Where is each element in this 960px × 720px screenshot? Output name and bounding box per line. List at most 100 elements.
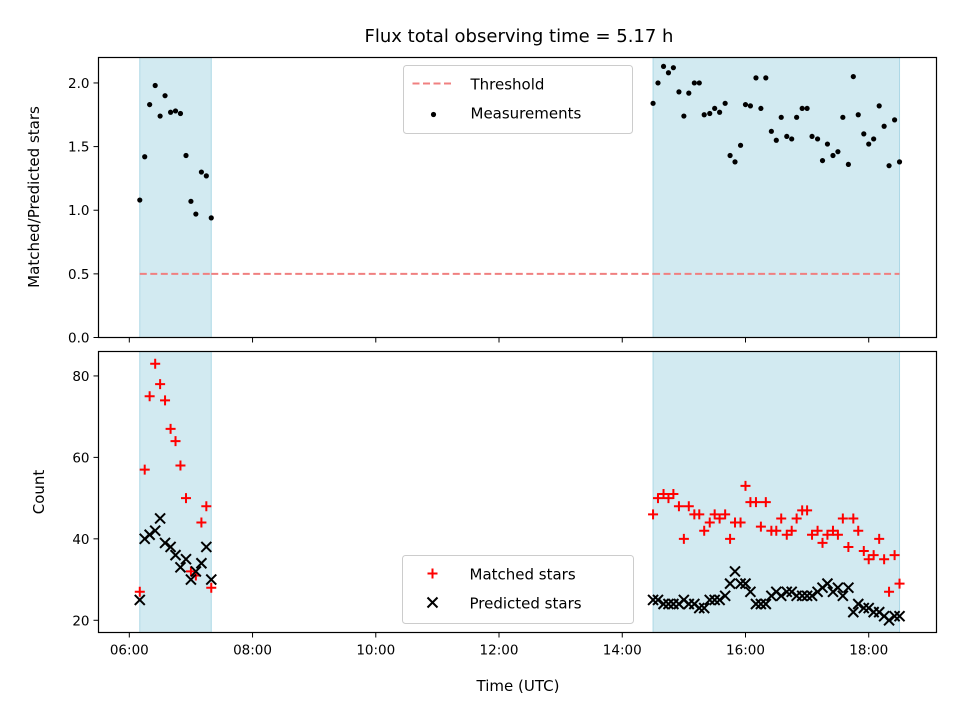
predicted-stars-point: [205, 573, 217, 586]
measurements-point: [778, 114, 784, 120]
predicted-stars-point: [847, 606, 860, 618]
predicted-stars-point: [781, 586, 793, 598]
measurements-point: [676, 89, 682, 95]
predicted-stars-point: [708, 594, 721, 606]
matched-stars-point: [740, 480, 751, 491]
matched-stars-point: [894, 578, 905, 589]
measurements-point: [157, 113, 163, 119]
matched-stars-point: [735, 517, 746, 528]
predicted-stars-point: [159, 537, 171, 549]
measurements-point: [886, 163, 892, 169]
measurements-point: [830, 152, 836, 159]
measurements-point: [142, 154, 148, 160]
measurements-point: [773, 137, 779, 143]
predicted-stars-point: [149, 524, 161, 537]
ratio-legend: Threshold Measurements: [403, 65, 633, 134]
matched-stars-point: [720, 509, 731, 520]
measurements-point: [840, 114, 846, 120]
predicted-stars-point: [154, 512, 166, 525]
measurements-point: [670, 65, 676, 71]
ratio-observing-span: [652, 57, 901, 338]
predicted-stars-point: [698, 602, 710, 614]
measurements-point: [855, 112, 861, 118]
matched-stars-point: [750, 497, 761, 508]
measurements-point: [892, 117, 898, 123]
measurements-point: [727, 152, 733, 159]
matched-stars-point: [884, 586, 895, 597]
matched-stars-point: [673, 501, 684, 512]
ratio-panel: 0.00.51.01.52.0 Matched/Predicted stars …: [25, 56, 938, 347]
matched-stars-point: [812, 525, 823, 536]
count-x-tick-label: 14:00: [603, 643, 642, 659]
measurements-point: [650, 100, 656, 106]
matched-stars-point: [714, 513, 725, 524]
count-y-tick-label: 40: [72, 532, 89, 548]
ratio-y-axis-label: Matched/Predicted stars: [25, 106, 43, 288]
predicted-stars-point: [755, 598, 767, 610]
predicted-stars-point: [796, 590, 808, 602]
predicted-stars-point: [744, 586, 757, 598]
predicted-stars-point: [775, 590, 787, 602]
measurements-point: [789, 136, 795, 142]
matched-stars-point: [786, 525, 797, 536]
measurements-point: [686, 90, 692, 96]
matched-stars-point: [807, 529, 818, 540]
legend-entry-label: Matched stars: [470, 566, 576, 584]
predicted-stars-point: [190, 565, 202, 578]
predicted-stars-point: [837, 590, 849, 602]
matched-stars-point: [776, 513, 787, 524]
matched-stars-point: [760, 497, 771, 508]
matched-stars-point: [837, 513, 848, 524]
matched-stars-point: [170, 436, 181, 447]
predicted-stars-point: [200, 541, 213, 553]
measurements-point: [722, 100, 728, 106]
ratio-plot-frame: [97, 56, 938, 339]
predicted-stars-point: [852, 598, 864, 610]
matched-stars-point: [652, 493, 663, 504]
matched-stars-point: [843, 541, 854, 552]
matched-stars-point: [771, 525, 782, 536]
measurements-point: [747, 103, 754, 109]
legend-box: [403, 65, 633, 134]
matched-stars-point: [853, 525, 864, 536]
matched-stars-point: [134, 586, 145, 597]
predicted-stars-point: [739, 577, 752, 590]
predicted-stars-point: [713, 594, 726, 606]
predicted-stars-point: [750, 598, 762, 610]
count-plot-frame: [97, 350, 938, 634]
measurements-point: [824, 141, 831, 147]
measurements-point: [809, 133, 815, 140]
measurements-point: [794, 114, 800, 120]
matched-stars-point: [868, 550, 879, 561]
count-legend: Matched stars Predicted stars: [402, 555, 634, 624]
count-panel: 20 40 60 80 06:00 08:00 10:00 12:00 14:00 16:00 18…: [30, 350, 938, 695]
measurements-point: [162, 93, 168, 99]
measurements-point: [861, 131, 867, 137]
predicted-stars-point: [760, 598, 772, 610]
legend-entry-label: Measurements: [471, 105, 582, 123]
count-x-tick-label: 08:00: [233, 643, 272, 659]
measurements-point: [876, 103, 882, 109]
measurements-point: [850, 73, 856, 80]
measurements-point: [198, 169, 205, 175]
measurements-point: [681, 113, 687, 119]
measurements-point: [799, 105, 805, 112]
legend-entry-label: Predicted stars: [470, 595, 582, 613]
count-x-tick-label: 12:00: [480, 643, 519, 659]
count-y-tick-label: 80: [72, 369, 89, 385]
measurements-point: [707, 110, 713, 117]
measurements-point: [871, 136, 877, 142]
matched-stars-point: [196, 517, 207, 528]
measurements-point: [655, 80, 661, 86]
chart-title: Flux total observing time = 5.17 h: [365, 26, 674, 47]
predicted-stars-point: [174, 561, 187, 574]
legend-box: [402, 555, 634, 624]
legend-entry-label: Threshold: [470, 76, 545, 94]
measurements-point: [866, 141, 872, 147]
measurements-point: [167, 109, 174, 115]
matched-stars-point: [879, 554, 890, 565]
matched-stars-point: [832, 529, 843, 540]
predicted-stars-point: [704, 594, 716, 606]
matched-stars-point: [180, 493, 191, 504]
matched-stars-point: [648, 509, 659, 520]
